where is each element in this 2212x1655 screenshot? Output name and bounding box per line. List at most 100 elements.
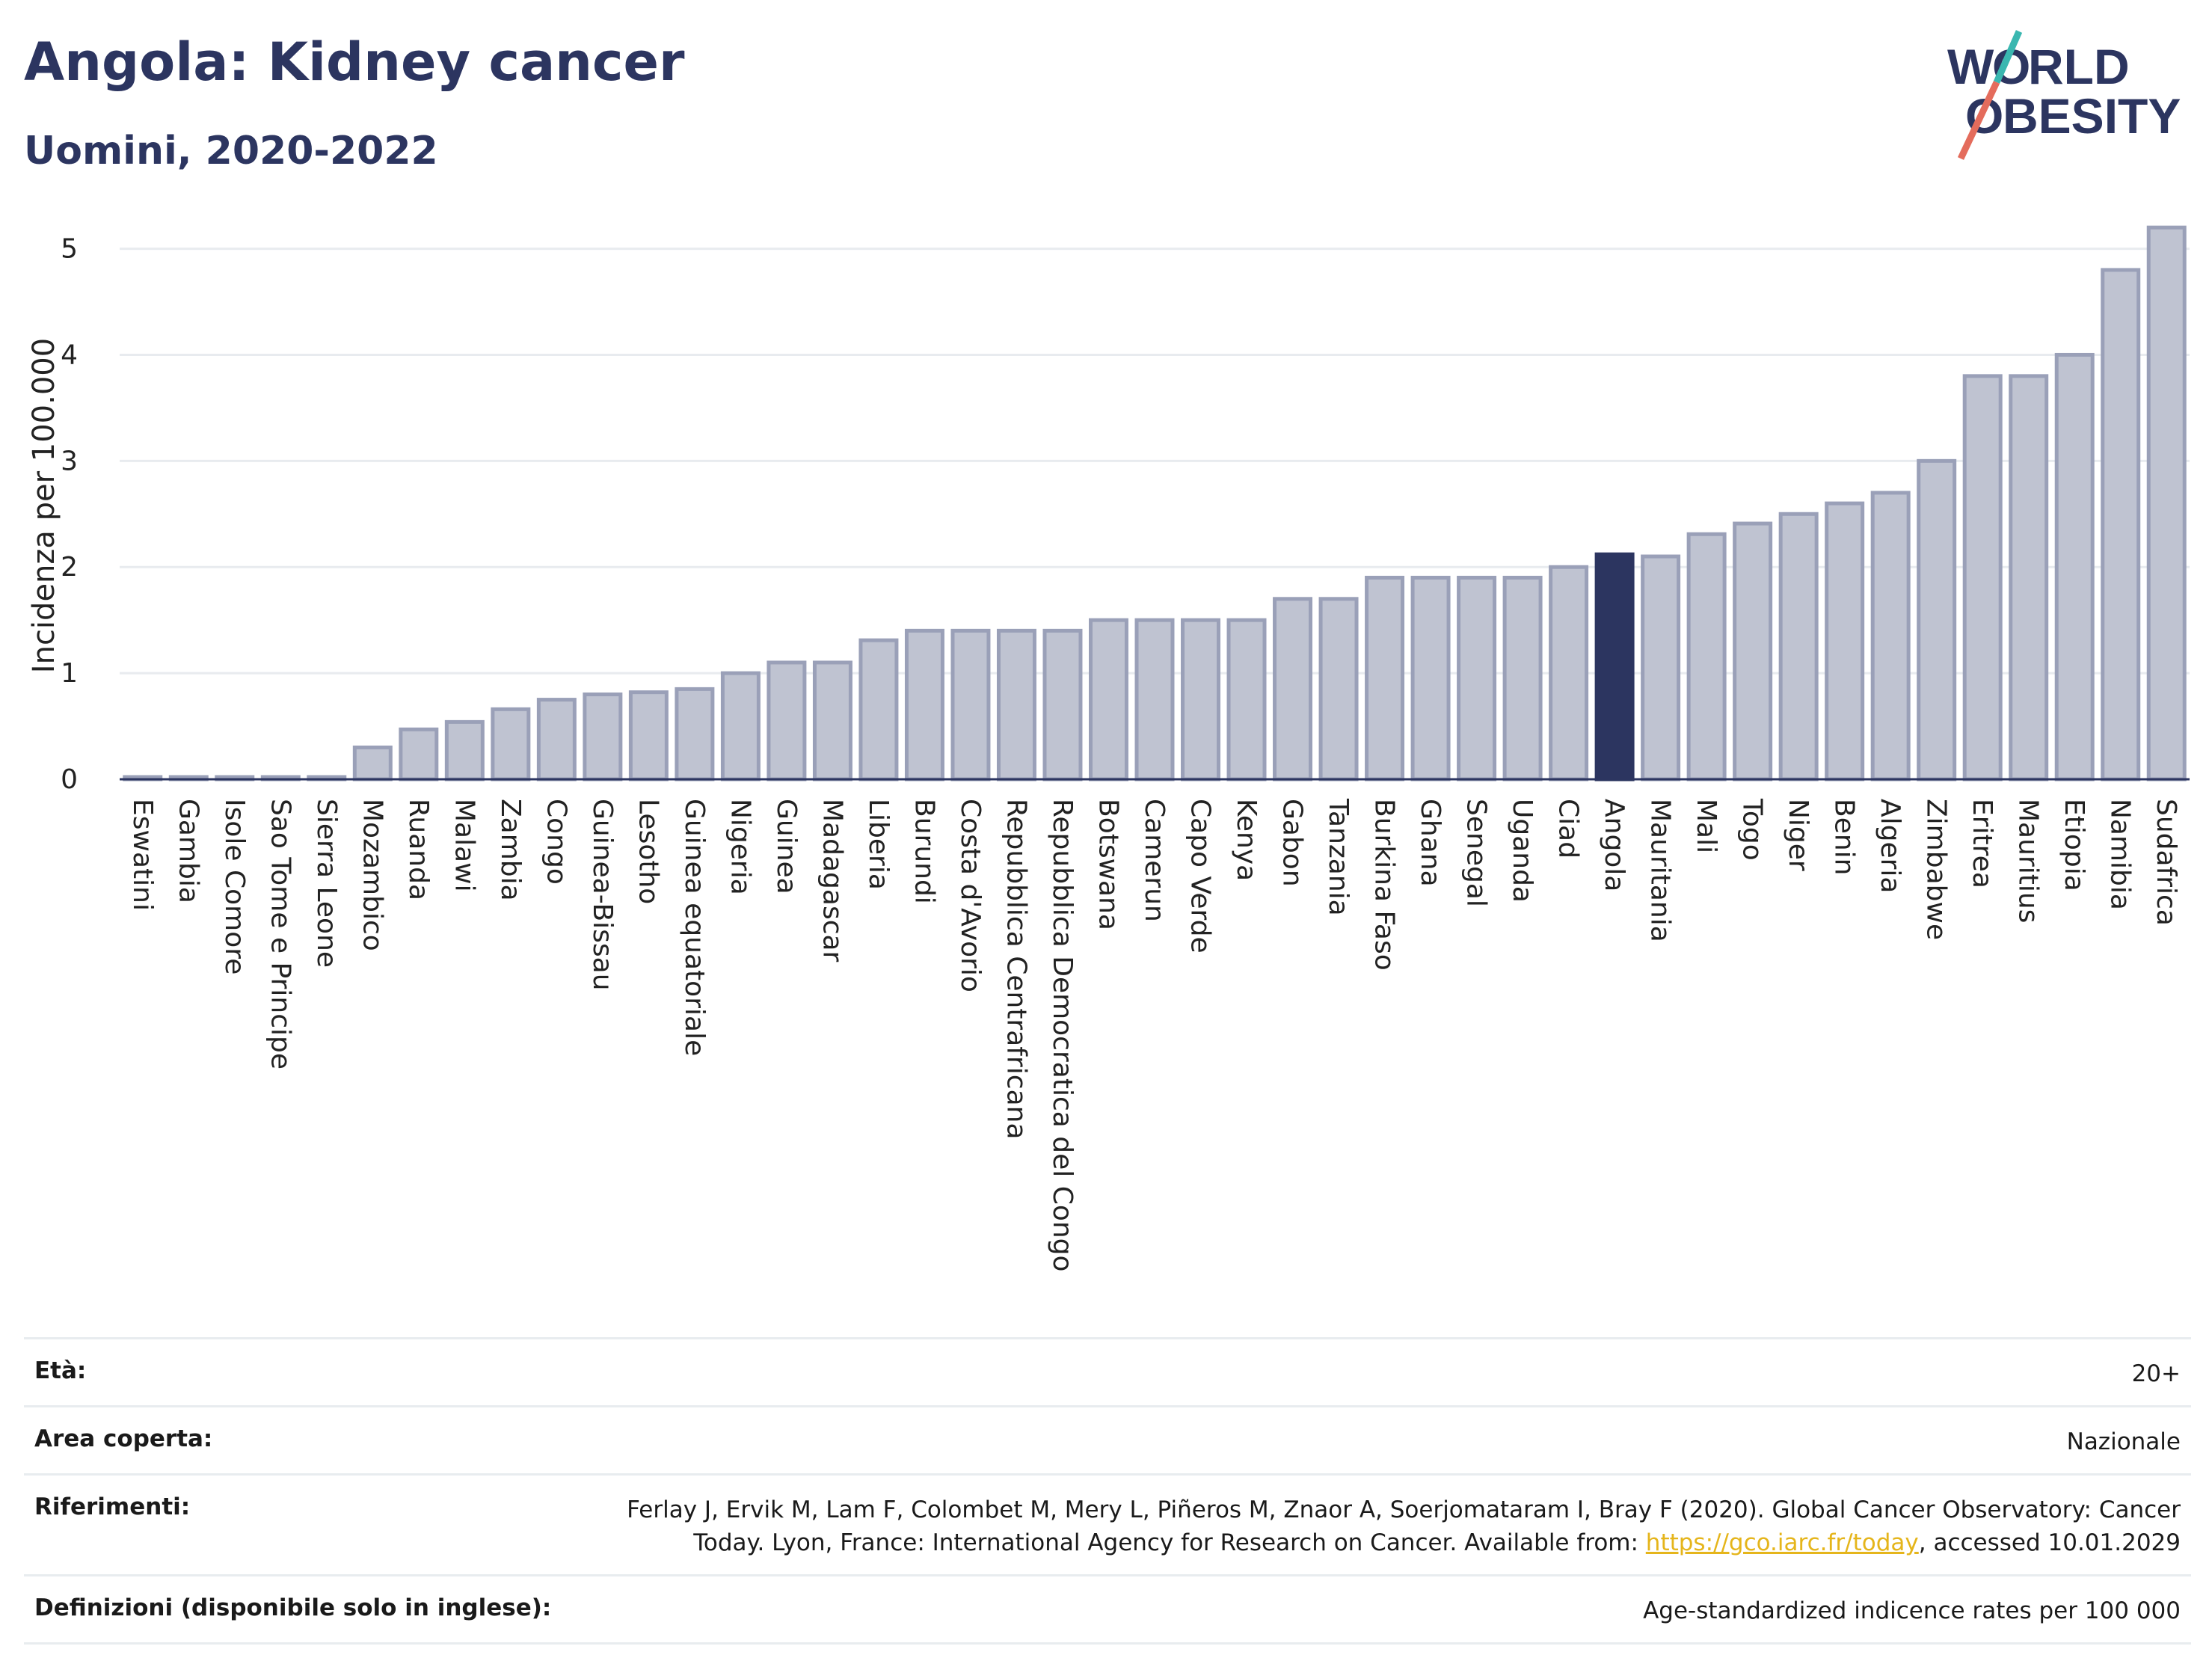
chart-title: Angola: Kidney cancer — [24, 31, 685, 93]
bar — [2009, 374, 2049, 782]
x-tick-label: Ciad — [1553, 799, 1584, 859]
bar — [628, 690, 669, 782]
references-label: Riferimenti: — [34, 1493, 191, 1520]
x-tick-label: Niger — [1783, 799, 1813, 871]
bar — [1088, 618, 1128, 782]
x-tick-label: Capo Verde — [1185, 799, 1216, 954]
y-tick-label: 1 — [61, 658, 78, 689]
bar — [1365, 575, 1405, 782]
area-label: Area coperta: — [34, 1425, 213, 1452]
y-tick-label: 4 — [61, 340, 78, 370]
age-label: Età: — [34, 1357, 87, 1384]
bar — [2054, 352, 2095, 782]
meta-row-definitions: Definizioni (disponibile solo in inglese… — [24, 1574, 2191, 1645]
x-tick-label: Sao Tome e Principe — [265, 799, 295, 1069]
x-tick-label: Guinea-Bissau — [587, 799, 618, 991]
bar — [1594, 552, 1635, 782]
x-tick-label: Repubblica Democratica del Congo — [1047, 799, 1078, 1272]
x-tick-label: Repubblica Centrafricana — [1001, 799, 1031, 1140]
bar — [352, 745, 393, 782]
x-tick-label: Zambia — [495, 799, 526, 901]
chart-subtitle: Uomini, 2020-2022 — [24, 129, 438, 174]
references-value: Ferlay J, Ervik M, Lam F, Colombet M, Me… — [627, 1493, 2181, 1559]
x-tick-label: Costa d'Avorio — [955, 799, 986, 992]
references-line-2: Today. Lyon, France: International Agenc… — [693, 1529, 1646, 1556]
x-tick-label: Togo — [1737, 798, 1768, 861]
x-tick-label: Senegal — [1461, 799, 1492, 907]
references-line-1: Ferlay J, Ervik M, Lam F, Colombet M, Me… — [627, 1496, 2181, 1523]
svg-text:RLD: RLD — [2028, 39, 2130, 94]
x-tick-label: Algeria — [1875, 799, 1905, 894]
y-axis-label: Incidenza per 100.000 — [27, 338, 61, 673]
x-tick-label: Sierra Leone — [311, 799, 342, 968]
definitions-label: Definizioni (disponibile solo in inglese… — [34, 1594, 552, 1621]
y-tick-label: 5 — [61, 234, 78, 265]
bar — [1778, 512, 1819, 782]
references-link[interactable]: https://gco.iarc.fr/today — [1645, 1529, 1919, 1556]
bar — [1134, 618, 1175, 782]
x-tick-label: Eswatini — [127, 799, 158, 911]
bar — [536, 698, 577, 782]
bar — [1318, 597, 1359, 782]
bar — [1825, 501, 1865, 782]
x-tick-label: Mauritania — [1645, 799, 1676, 942]
meta-row-area: Area coperta: Nazionale — [24, 1405, 2191, 1473]
bar — [996, 628, 1036, 782]
x-tick-label: Madagascar — [817, 799, 847, 962]
bar — [2101, 268, 2141, 782]
bar — [1042, 628, 1083, 782]
x-tick-label: Lesotho — [633, 799, 663, 904]
meta-row-references: Riferimenti: Ferlay J, Ervik M, Lam F, C… — [24, 1473, 2191, 1574]
bar — [904, 628, 944, 782]
x-tick-label: Ruanda — [403, 799, 434, 900]
x-tick-label: Burundi — [909, 799, 939, 904]
world-obesity-logo: W O RLD O BESITY — [1947, 30, 2181, 160]
references-accessed: , accessed 10.01.2029 — [1918, 1529, 2181, 1556]
bar — [583, 692, 623, 782]
x-tick-label: Mali — [1691, 799, 1721, 853]
x-tick-label: Botswana — [1093, 799, 1123, 930]
x-tick-label: Mauritius — [2013, 799, 2044, 923]
bar — [2146, 225, 2187, 782]
x-tick-label: Liberia — [863, 799, 894, 890]
x-tick-label: Uganda — [1507, 799, 1537, 903]
x-tick-label: Guinea — [771, 799, 802, 894]
bar — [1870, 491, 1911, 782]
x-tick-label: Malawi — [449, 799, 479, 892]
x-tick-label: Sudafrica — [2151, 799, 2181, 926]
bar — [1273, 597, 1313, 782]
svg-text:W: W — [1947, 39, 1994, 94]
bar-chart: 0 1 2 3 4 5 Incidenza per 100.000 Eswatini Gambi… — [27, 225, 2190, 1272]
bar — [766, 660, 807, 782]
x-tick-label: Mozambico — [357, 799, 387, 951]
x-tick-label: Angola — [1599, 799, 1629, 891]
bar — [491, 707, 531, 782]
x-tick-label: Gambia — [173, 799, 203, 903]
bar — [1226, 618, 1267, 782]
x-tick-label: Namibia — [2105, 799, 2136, 910]
x-tick-label: Burkina Faso — [1369, 799, 1400, 971]
x-tick-label: Kenya — [1231, 799, 1262, 881]
x-tick-label: Gabon — [1277, 799, 1308, 887]
metadata-table: Età: 20+ Area coperta: Nazionale Riferim… — [24, 1337, 2191, 1645]
y-tick-label: 2 — [61, 552, 78, 583]
meta-row-age: Età: 20+ — [24, 1337, 2191, 1405]
x-tick-label: Zimbabwe — [1921, 799, 1952, 940]
x-tick-label: Camerun — [1139, 799, 1170, 922]
y-tick-label: 0 — [61, 764, 78, 795]
x-tick-label: Tanzania — [1323, 798, 1354, 916]
bar — [1502, 575, 1543, 782]
x-tick-label: Congo — [541, 799, 571, 885]
x-tick-label: Ghana — [1415, 799, 1446, 887]
x-tick-label: Eritrea — [1967, 799, 1997, 888]
svg-text:BESITY: BESITY — [2003, 88, 2181, 144]
bar — [444, 719, 485, 782]
x-tick-label: Benin — [1829, 799, 1860, 875]
bar — [675, 687, 715, 782]
bar — [1457, 575, 1497, 782]
x-tick-label: Guinea equatoriale — [679, 799, 710, 1056]
bar — [858, 638, 899, 782]
age-value: 20+ — [2131, 1360, 2181, 1387]
bar — [720, 671, 761, 782]
area-value: Nazionale — [2066, 1428, 2181, 1455]
